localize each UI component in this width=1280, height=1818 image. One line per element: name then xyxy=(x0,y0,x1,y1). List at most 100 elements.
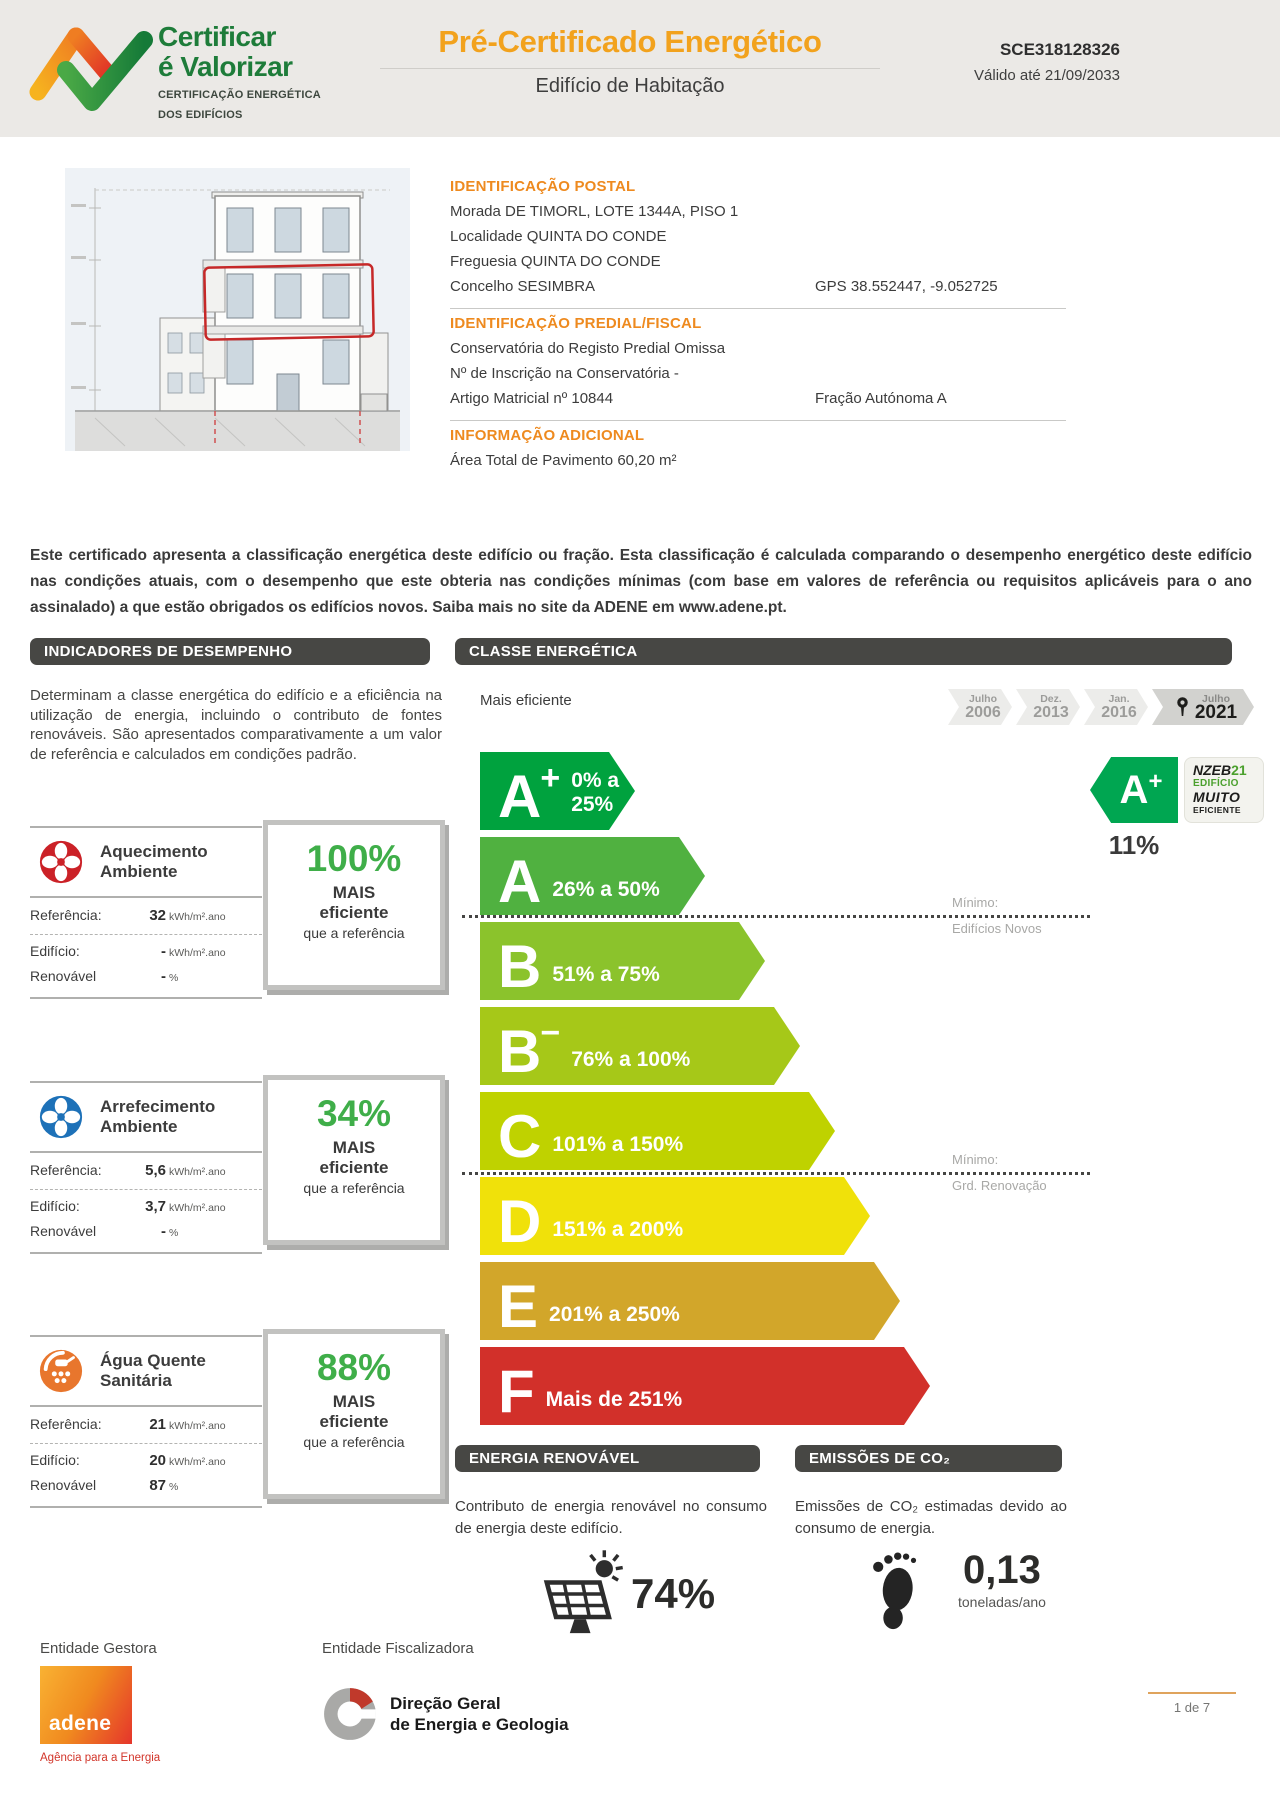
dgeg-logo-block: Direção Geral de Energia e Geologia xyxy=(322,1686,569,1742)
page-number-divider xyxy=(1148,1692,1236,1694)
building-row: Edifício: - kWh/m².ano xyxy=(30,943,226,960)
logo: Certificar é Valorizar CERTIFICAÇÃO ENER… xyxy=(28,10,321,122)
minimum-label-target: Edifícios Novos xyxy=(952,921,1042,936)
minimum-line-new-buildings xyxy=(462,915,1090,918)
morada-row: Morada DE TIMORL, LOTE 1344A, PISO 1 xyxy=(450,203,739,220)
title-divider xyxy=(380,68,880,69)
row-separator xyxy=(30,934,262,935)
logo-subtitle-line1: CERTIFICAÇÃO ENERGÉTICA xyxy=(158,89,321,101)
energy-class-section-header: CLASSE ENERGÉTICA xyxy=(455,638,1232,665)
efficiency-percentage: 88% xyxy=(316,1347,392,1388)
building-row: Edifício: 20 kWh/m².ano xyxy=(30,1452,226,1469)
certificate-info: SCE318128326 Válido até 21/09/2033 xyxy=(974,40,1120,84)
logo-subtitle-line2: DOS EDIFÍCIOS xyxy=(158,109,243,121)
emissions-description: Emissões de CO₂ estimadas devido ao cons… xyxy=(795,1498,1067,1537)
row-separator xyxy=(30,1189,262,1190)
dgeg-name: Direção Geral de Energia e Geologia xyxy=(390,1694,569,1734)
efficiency-box: 88% MAIS eficiente que a referência xyxy=(263,1329,445,1499)
efficiency-percentage: 34% xyxy=(316,1093,392,1134)
class-band-f: F Mais de 251% xyxy=(480,1347,930,1425)
efficiency-box: 34% MAIS eficiente que a referência xyxy=(263,1075,445,1245)
valid-until: Válido até 21/09/2033 xyxy=(974,67,1120,84)
emissions-value: 0,13 xyxy=(963,1548,1041,1592)
efficiency-percentage: 100% xyxy=(306,838,402,879)
renewable-value-block: 74% xyxy=(533,1548,715,1640)
logo-mark-icon xyxy=(29,27,153,111)
emissions-section-header: EMISSÕES DE CO₂ xyxy=(795,1445,1062,1472)
logo-title-line2: é Valorizar xyxy=(158,51,293,82)
renewable-section-header: ENERGIA RENOVÁVEL xyxy=(455,1445,760,1472)
block-bottom-divider xyxy=(30,1252,262,1254)
carbon-footprint-icon xyxy=(873,1552,917,1630)
building-elevation-drawing xyxy=(65,168,410,451)
emissions-value-block: 0,13 toneladas/ano xyxy=(868,1548,1046,1634)
timeline-2016: Jan. 2016 xyxy=(1084,689,1148,725)
solar-panel-icon xyxy=(543,1550,623,1634)
title-block: Pré-Certificado Energético Edifício de H… xyxy=(350,24,910,98)
result-percentage: 11% xyxy=(1108,830,1160,860)
timeline-2013: Dez. 2013 xyxy=(1016,689,1080,725)
fan-icon xyxy=(38,839,84,885)
area-row: Área Total de Pavimento 60,20 m² xyxy=(450,452,677,469)
class-band-b: B 51% a 75% xyxy=(480,922,765,1000)
indicator-hot-water: Água Quente Sanitária Referência: 21 kWh… xyxy=(30,1329,445,1516)
emissions-unit: toneladas/ano xyxy=(958,1594,1046,1610)
concelho-row: Concelho SESIMBRA GPS 38.552447, -9.0527… xyxy=(450,274,1066,299)
certificate-number: SCE318128326 xyxy=(999,40,1120,59)
indicator-cooling: Arrefecimento Ambiente Referência: 5,6 k… xyxy=(30,1075,445,1262)
page-number: 1 de 7 xyxy=(1173,1700,1211,1715)
inscricao-row: Nº de Inscrição na Conservatória - xyxy=(450,365,679,382)
indicator-title: Arrefecimento Ambiente xyxy=(100,1097,216,1136)
adicional-heading: INFORMAÇÃO ADICIONAL xyxy=(450,427,645,444)
indicators-section-header: INDICADORES DE DESEMPENHO xyxy=(30,638,430,665)
adene-logo: adene xyxy=(40,1666,132,1744)
concelho-value: Concelho SESIMBRA xyxy=(450,278,596,295)
gps-coordinates: GPS 38.552447, -9.052725 xyxy=(815,278,998,295)
logo-text: Certificar é Valorizar CERTIFICAÇÃO ENER… xyxy=(158,10,321,122)
header: Certificar é Valorizar CERTIFICAÇÃO ENER… xyxy=(0,0,1280,137)
inspection-entity-label: Entidade Fiscalizadora xyxy=(322,1640,474,1657)
intro-paragraph: Este certificado apresenta a classificaç… xyxy=(30,547,1252,616)
info-divider xyxy=(450,308,1066,309)
class-band-a: A 26% a 50% xyxy=(480,837,705,915)
row-separator xyxy=(30,1443,262,1444)
most-efficient-label: Mais eficiente xyxy=(480,692,572,709)
block-bottom-divider xyxy=(30,997,262,999)
indicator-title: Água Quente Sanitária xyxy=(100,1351,206,1390)
red-annotation-outline xyxy=(203,263,375,341)
reference-row: Referência: 32 kWh/m².ano xyxy=(30,907,226,924)
class-band-c: C 101% a 150% xyxy=(480,1092,835,1170)
nzeb-badge: NZEB21 EDIFÍCIO MUITO EFICIENTE xyxy=(1184,757,1264,823)
renewable-row: Renovável 87 % xyxy=(30,1477,179,1494)
result-class-badge: A+ xyxy=(1090,757,1178,823)
renewable-description: Contributo de energia renovável no consu… xyxy=(455,1498,767,1537)
minimum-line-major-renovation xyxy=(462,1172,1090,1175)
postal-heading: IDENTIFICAÇÃO POSTAL xyxy=(450,178,636,195)
renewable-row: Renovável - % xyxy=(30,968,179,985)
logo-title-line1: Certificar xyxy=(158,21,276,52)
class-band-e: E 201% a 250% xyxy=(480,1262,900,1340)
building-row: Edifício: 3,7 kWh/m².ano xyxy=(30,1198,226,1215)
freguesia-row: Freguesia QUINTA DO CONDE xyxy=(450,253,661,270)
regulation-timeline: Julho 2006 Dez. 2013 Jan. 2016 Julho 202… xyxy=(948,689,1254,725)
minimum-label: Mínimo: xyxy=(952,1152,999,1167)
energy-class-ladder: A+ 0% a 25% A 26% a 50% B 51% a 75% B− 7… xyxy=(480,752,1230,1432)
renewable-row: Renovável - % xyxy=(30,1223,179,1240)
adene-tagline: Agência para a Energia xyxy=(40,1752,161,1764)
class-band-b-minus: B− 76% a 100% xyxy=(480,1007,800,1085)
conservatoria-row: Conservatória do Registo Predial Omissa xyxy=(450,340,726,357)
fan-icon xyxy=(38,1094,84,1140)
shower-icon xyxy=(38,1348,84,1394)
renewable-percentage: 74% xyxy=(631,1570,716,1617)
indicators-description: Determinam a classe energética do edifíc… xyxy=(30,687,442,763)
timeline-2021-active: Julho 2021 xyxy=(1152,689,1254,725)
fracao-autonoma: Fração Autónoma A xyxy=(815,390,947,407)
class-band-d: D 151% a 200% xyxy=(480,1177,870,1255)
minimum-label: Mínimo: xyxy=(952,895,999,910)
indicator-heating: Aquecimento Ambiente Referência: 32 kWh/… xyxy=(30,820,445,1007)
dgeg-logo-icon xyxy=(324,1688,376,1740)
artigo-row: Artigo Matricial nº 10844 Fração Autónom… xyxy=(450,386,1066,411)
managing-entity-label: Entidade Gestora xyxy=(40,1640,157,1657)
localidade-row: Localidade QUINTA DO CONDE xyxy=(450,228,667,245)
